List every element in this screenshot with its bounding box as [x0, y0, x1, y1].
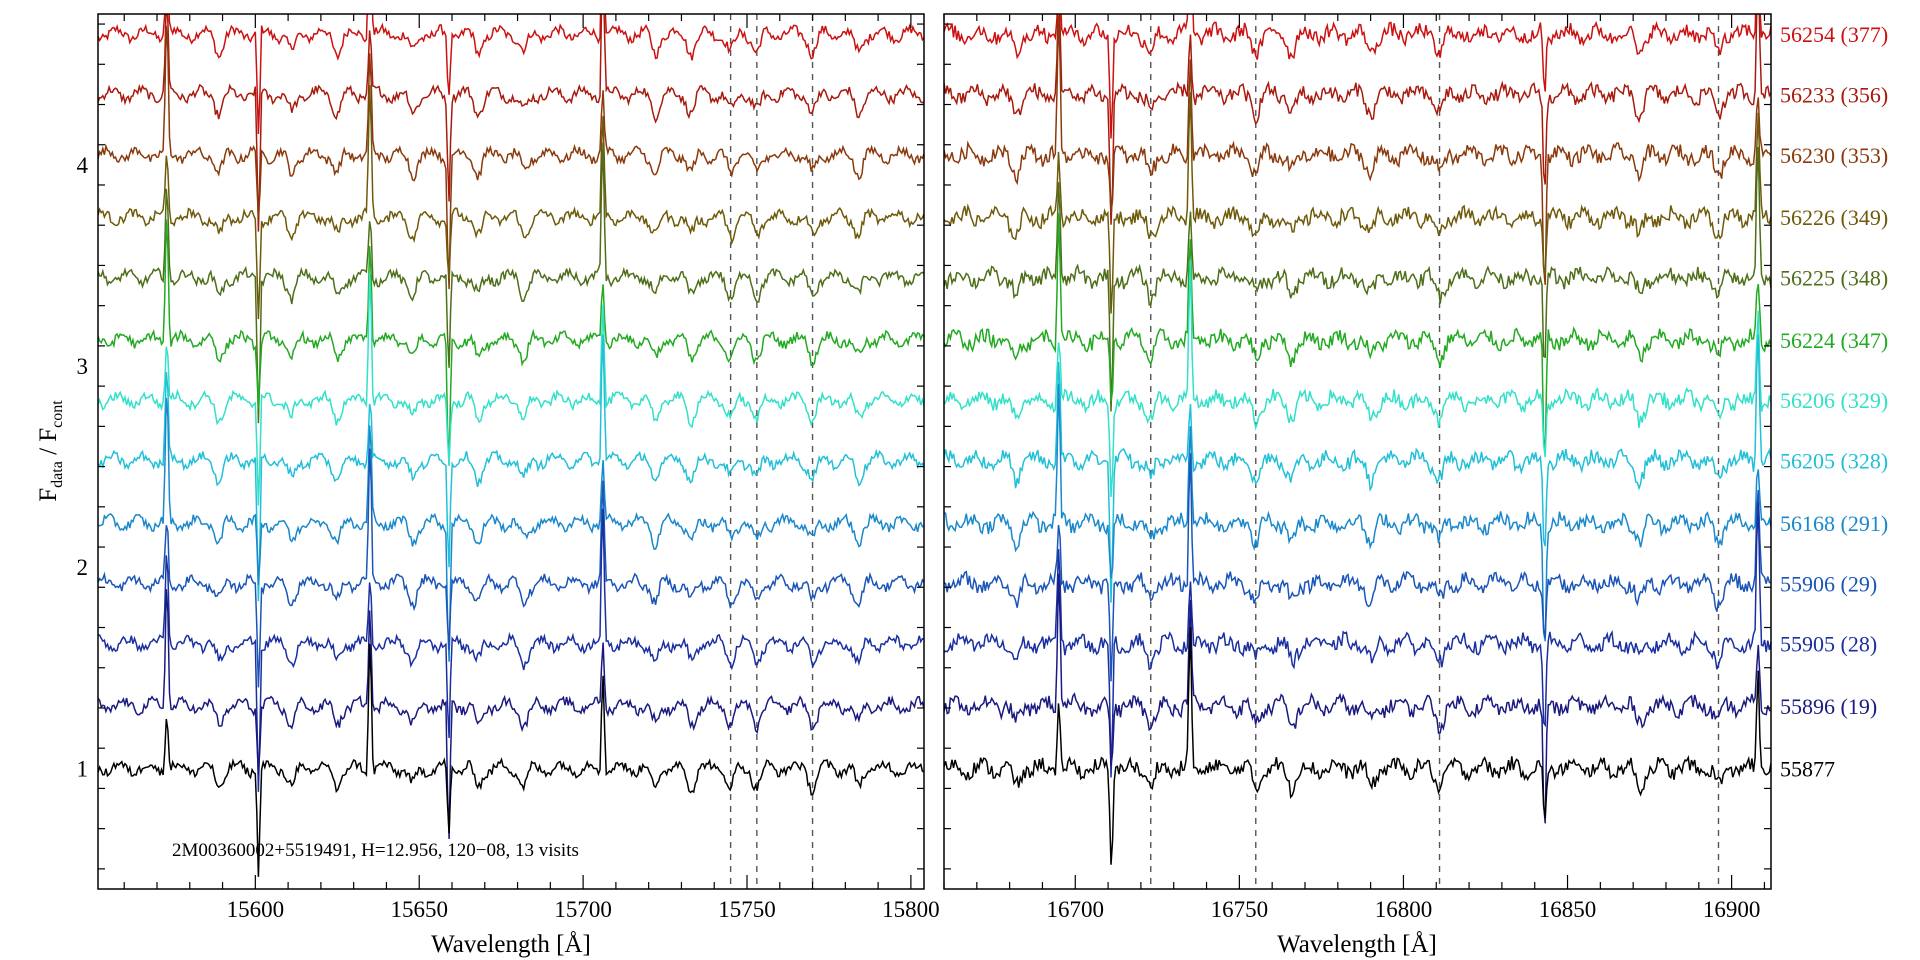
legend-entry: 56226 (349)	[1780, 205, 1888, 230]
x-axis-title-left: Wavelength [Å]	[431, 931, 591, 958]
spectrum-line	[944, 260, 1771, 498]
spectrum-line	[944, 573, 1771, 824]
spectrum-line	[944, 16, 1771, 285]
spectrum-line	[98, 643, 924, 877]
legend-entry: 56254 (377)	[1780, 22, 1888, 47]
y-tick-label: 1	[77, 756, 89, 781]
x-tick-label: 16750	[1211, 897, 1269, 922]
legend-entry: 56225 (348)	[1780, 266, 1888, 291]
panel-right: 16700 16750 16800 16850 16900	[943, 13, 1772, 922]
x-tick-label: 15600	[227, 897, 285, 922]
spectrum-line	[98, 398, 924, 662]
x-tick-label: 15800	[882, 897, 940, 922]
y-axis-title: Fdata / Fcont	[35, 400, 66, 502]
spectrum-line	[944, 92, 1771, 314]
legend-entry: 55877	[1780, 756, 1835, 781]
y-tick-label: 3	[77, 354, 89, 379]
legend-entry: 56233 (356)	[1780, 82, 1888, 107]
spectrum-line	[98, 589, 924, 840]
x-tick-label: 15650	[390, 897, 448, 922]
spectrum-line	[98, 142, 924, 424]
spectrum-line	[944, 14, 1771, 139]
spectrum-line	[944, 383, 1771, 642]
legend-entry: 56206 (329)	[1780, 388, 1888, 413]
left-axes: 15600 15650 15700 15750 15800 1 2 3 4	[77, 13, 940, 922]
legend: 56254 (377) 56233 (356) 56230 (353) 56226 (…	[1780, 22, 1888, 781]
right-spectra	[944, 14, 1771, 889]
spectrum-line	[98, 219, 924, 466]
spectrum-line	[944, 626, 1771, 865]
legend-entry: 55906 (29)	[1780, 571, 1877, 596]
spectrum-line	[944, 453, 1771, 682]
legend-entry: 56205 (328)	[1780, 449, 1888, 474]
plot-frame	[97, 13, 925, 890]
spectrum-line	[98, 84, 924, 320]
spectrum-line	[98, 334, 924, 602]
x-tick-label: 15700	[554, 897, 612, 922]
x-tick-label: 16900	[1703, 897, 1761, 922]
spectrum-line	[944, 334, 1771, 603]
panel-left: 15600 15650 15700 15750 15800 1 2 3 4	[77, 13, 940, 922]
spectrum-line	[944, 146, 1771, 412]
spectrum-line	[98, 508, 924, 792]
legend-entry: 55896 (19)	[1780, 694, 1877, 719]
spectrum-line	[98, 448, 924, 688]
x-axis-title-right: Wavelength [Å]	[1277, 931, 1437, 958]
spectrum-line	[98, 272, 924, 506]
legend-entry: 56224 (347)	[1780, 328, 1888, 353]
legend-entry: 56230 (353)	[1780, 143, 1888, 168]
spectrum-line	[98, 14, 924, 232]
spectrum-line	[98, 25, 924, 290]
right-axes: 16700 16750 16800 16850 16900	[943, 13, 1772, 922]
x-tick-label: 15750	[718, 897, 776, 922]
x-tick-label: 16850	[1539, 897, 1597, 922]
spectrum-line	[98, 14, 924, 135]
x-tick-label: 16800	[1375, 897, 1433, 922]
legend-entry: 55905 (28)	[1780, 632, 1877, 657]
legend-entry: 56168 (291)	[1780, 511, 1888, 536]
left-spectra	[98, 14, 924, 889]
x-tick-label: 16700	[1047, 897, 1105, 922]
y-tick-label: 2	[77, 555, 89, 580]
spectrum-line	[944, 14, 1771, 225]
spectrum-line	[944, 213, 1771, 455]
plot-frame	[943, 13, 1772, 890]
object-annotation: 2M00360002+5519491, H=12.956, 120−08, 13…	[172, 840, 579, 861]
spectrum-line	[944, 502, 1771, 778]
y-tick-label: 4	[77, 153, 89, 178]
